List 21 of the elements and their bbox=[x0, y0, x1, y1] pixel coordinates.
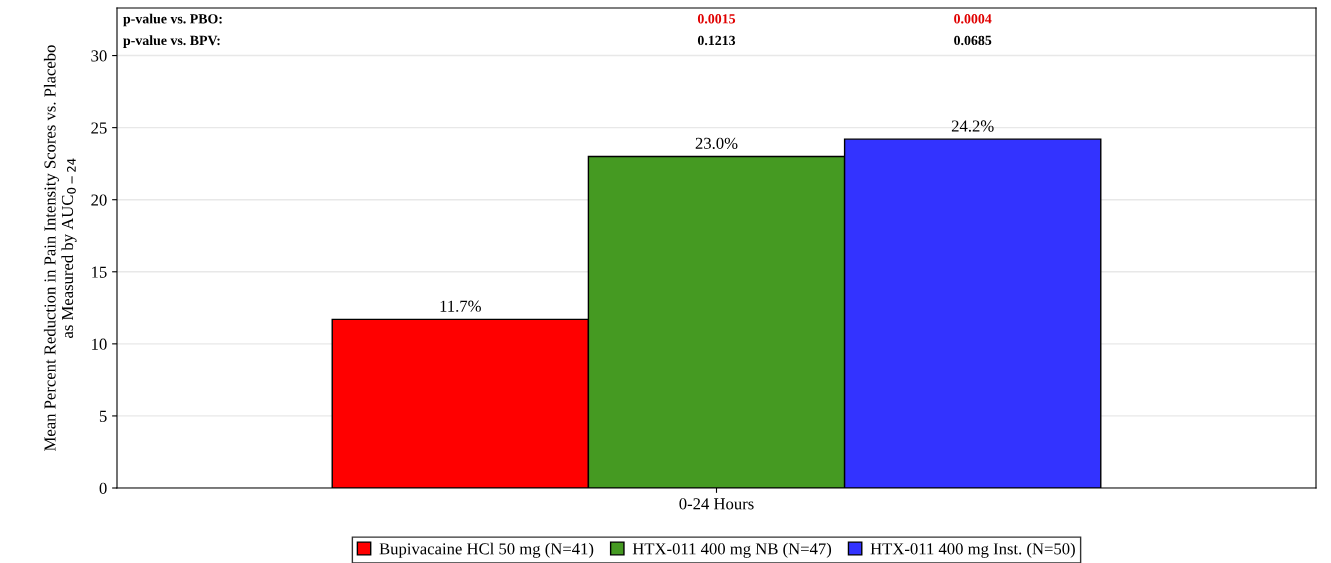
y-tick-label: 30 bbox=[91, 50, 107, 62]
annotation: p-value vs. PBO: bbox=[123, 13, 222, 27]
annotation: 0.0015 bbox=[697, 14, 736, 24]
legend-label: HTX-011 400 mg NB (N=47) bbox=[632, 542, 832, 558]
x-tick-label: 0-24 Hours bbox=[679, 498, 754, 510]
y-tick-label: 25 bbox=[91, 122, 107, 134]
data-label: 11.7% bbox=[440, 300, 481, 312]
y-axis-title: Mean Percent Reduction in Pain Intensity Scores vs. Placebo as Measured by AUC$_{0−24}$ bbox=[43, 45, 77, 451]
legend-label: HTX-011 400 mg Inst. (N=50) bbox=[870, 542, 1075, 558]
y-tick-label: 10 bbox=[92, 338, 107, 350]
data-label: 23.0% bbox=[695, 137, 738, 149]
annotation: 0.0685 bbox=[954, 35, 992, 46]
legend-label: Bupivacaine HCl 50 mg (N=41) bbox=[379, 542, 594, 558]
annotation: p-value vs. BPV: bbox=[123, 35, 220, 48]
y-tick-label: 0 bbox=[99, 482, 107, 494]
y-tick-label: 20 bbox=[91, 194, 107, 206]
annotation: 0.1213 bbox=[697, 35, 736, 46]
data-label: 24.2% bbox=[951, 120, 994, 132]
y-tick-label: 15 bbox=[92, 266, 107, 278]
y-tick-label: 5 bbox=[99, 410, 107, 422]
annotation: 0.0004 bbox=[954, 14, 992, 24]
